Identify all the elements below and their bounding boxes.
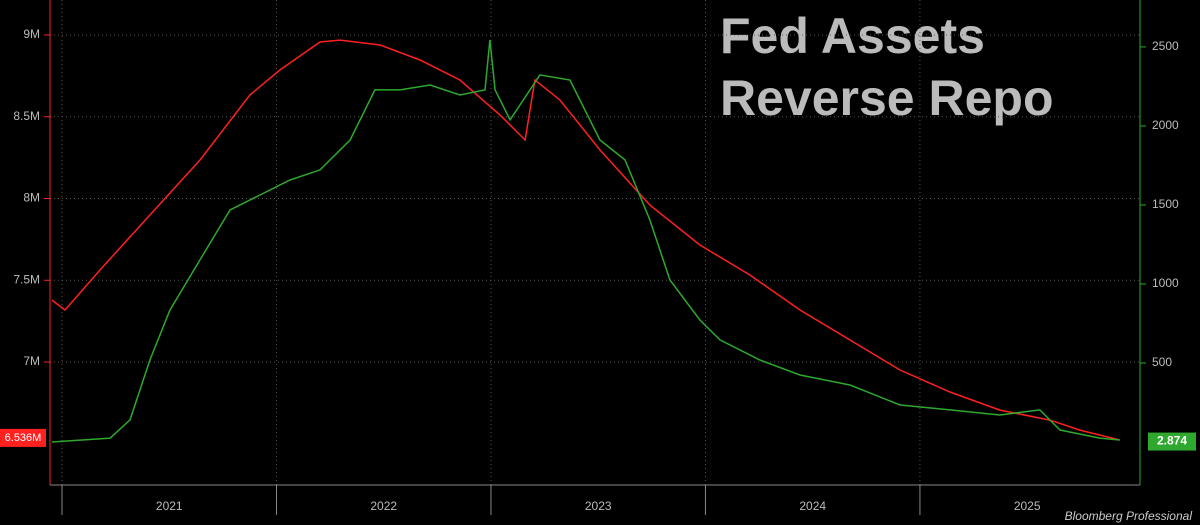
series-line	[51, 39, 1120, 443]
x-tick-label: 2023	[585, 499, 612, 513]
y-tick-label: 7.5M	[13, 272, 40, 286]
y-tick-label: 8.5M	[13, 109, 40, 123]
last-value-flag	[1148, 432, 1196, 451]
legend-entry: Fed Assets	[720, 8, 985, 64]
y2-tick-label: 2500	[1152, 39, 1179, 53]
y-tick-label: 9M	[23, 27, 40, 41]
y2-tick-label: 1000	[1152, 276, 1179, 290]
series-line	[51, 39, 1120, 441]
legend-entry: Reverse Repo	[720, 70, 1054, 126]
last-value-label: 2.874	[1157, 434, 1187, 448]
x-tick-label: 2021	[156, 499, 183, 513]
x-tick-label: 2022	[370, 499, 397, 513]
y2-tick-label: 2000	[1152, 118, 1179, 132]
x-tick-label: 2024	[799, 499, 826, 513]
y-tick-label: 7M	[23, 354, 40, 368]
y-tick-label: 8M	[23, 191, 40, 205]
source-note: Bloomberg Professional	[1065, 509, 1193, 523]
x-tick-label: 2025	[1014, 499, 1041, 513]
last-value-label: 6.536M	[5, 432, 42, 444]
last-value-flag	[0, 428, 46, 447]
y2-tick-label: 1500	[1152, 197, 1179, 211]
y2-tick-label: 500	[1152, 355, 1172, 369]
